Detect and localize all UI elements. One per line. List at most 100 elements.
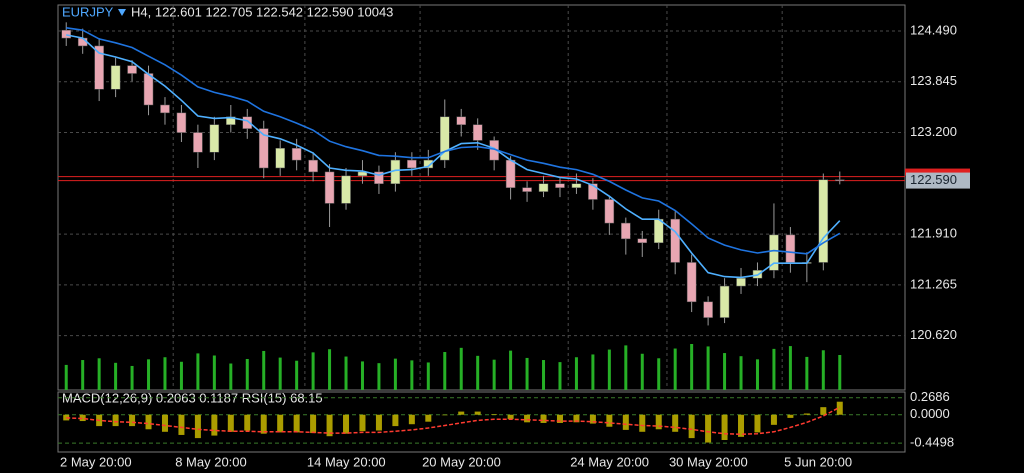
main-panel-frame [57,4,906,391]
volume-bar [179,361,183,390]
symbol[interactable]: EURJPY [62,4,114,19]
header-info: H4, 122.601 122.705 122.542 122.590 1004… [131,4,393,19]
macd-bar [145,414,152,430]
y-tick-label: 123.200 [910,124,957,139]
candle-body [127,65,137,74]
candle-body [193,132,203,153]
volume-bar [377,363,381,390]
candle-body [258,128,269,169]
volume-bar [542,360,546,390]
macd-bar [343,414,350,434]
volume-bar [410,360,414,390]
volume-bar [147,359,151,390]
macd-bar [770,414,777,425]
macd-bar [161,414,168,432]
volume-bar [673,348,677,390]
volume-bar [311,352,315,390]
volume-bar [81,360,85,390]
candle-body [308,159,318,173]
macd-bar [672,414,679,432]
candle-body [242,116,253,129]
candle-body [324,171,335,204]
macd-signal [66,406,841,436]
y-tick-label: 124.490 [910,22,957,37]
volume-bar [295,360,299,390]
candle-body [110,65,121,90]
candle-body [472,124,483,141]
candle-body [621,222,631,240]
volume-bar [624,345,628,390]
volume-bar [805,356,809,390]
macd-bar [425,414,432,422]
candle-body [818,179,829,263]
volume-bar [690,344,694,390]
candle-body [736,277,746,287]
x-tick-label: 5 Jun 20:00 [784,454,852,469]
x-tick-label: 2 May 20:00 [60,454,132,469]
macd-bar [293,414,300,433]
candle-body [291,148,302,161]
candle-body [94,45,104,90]
candle-body [505,159,516,188]
macd-bar [705,414,712,443]
ask-marker [905,168,970,176]
macd-bar [244,414,251,431]
moving-average [66,27,841,255]
candle-body [835,179,845,181]
candle-body [670,218,680,263]
candle-body [686,262,697,303]
candle-body [143,73,154,106]
volume-bar [525,357,529,390]
macd-bar [606,414,613,427]
macd-bar [458,411,465,415]
price-label: 122.590 [910,172,957,187]
macd-bar [326,414,333,437]
candle-body [703,301,713,318]
macd-bar [194,414,201,439]
macd-bar [211,414,218,436]
macd-bar [359,414,366,432]
macd-bar [507,414,514,420]
volume-bar [212,355,216,390]
volume-bar [262,350,266,390]
volume-bar [755,359,759,390]
macd-bar [129,414,136,427]
candle-body [555,183,565,188]
candle-body [604,199,615,224]
volume-bar [772,348,776,390]
volume-bar [459,347,463,390]
x-tick-label: 20 May 20:00 [422,454,501,469]
candle-body [522,187,532,192]
macd-bar [375,414,382,431]
macd-bar [310,414,317,434]
candle-body [374,171,384,184]
indicator-panel-frame [57,391,906,453]
volume-bar [114,362,118,390]
candle-body [341,175,351,204]
candle-body [275,148,285,169]
macd-bar [721,414,728,440]
macd-bar [260,414,267,434]
macd-bar [79,414,86,422]
volume-bar [443,352,447,390]
candle-body [176,112,187,133]
volume-bar [640,353,644,390]
candle-body [440,116,450,161]
macd-bar [622,414,629,430]
symbol-dropdown-icon[interactable] [118,9,126,16]
candle-body [719,285,730,318]
x-tick-label: 24 May 20:00 [570,454,649,469]
volume-bar [574,357,578,390]
volume-bar [278,357,282,390]
volume-bar [360,361,364,390]
volume-bar [723,353,727,390]
indicator-tick-label: -0.4498 [910,435,954,450]
volume-bar [64,364,68,390]
volume-bar [657,358,661,390]
volume-bar [492,359,496,390]
candle-body [407,159,417,169]
candle-body [769,234,779,271]
volume-bar [163,357,167,390]
